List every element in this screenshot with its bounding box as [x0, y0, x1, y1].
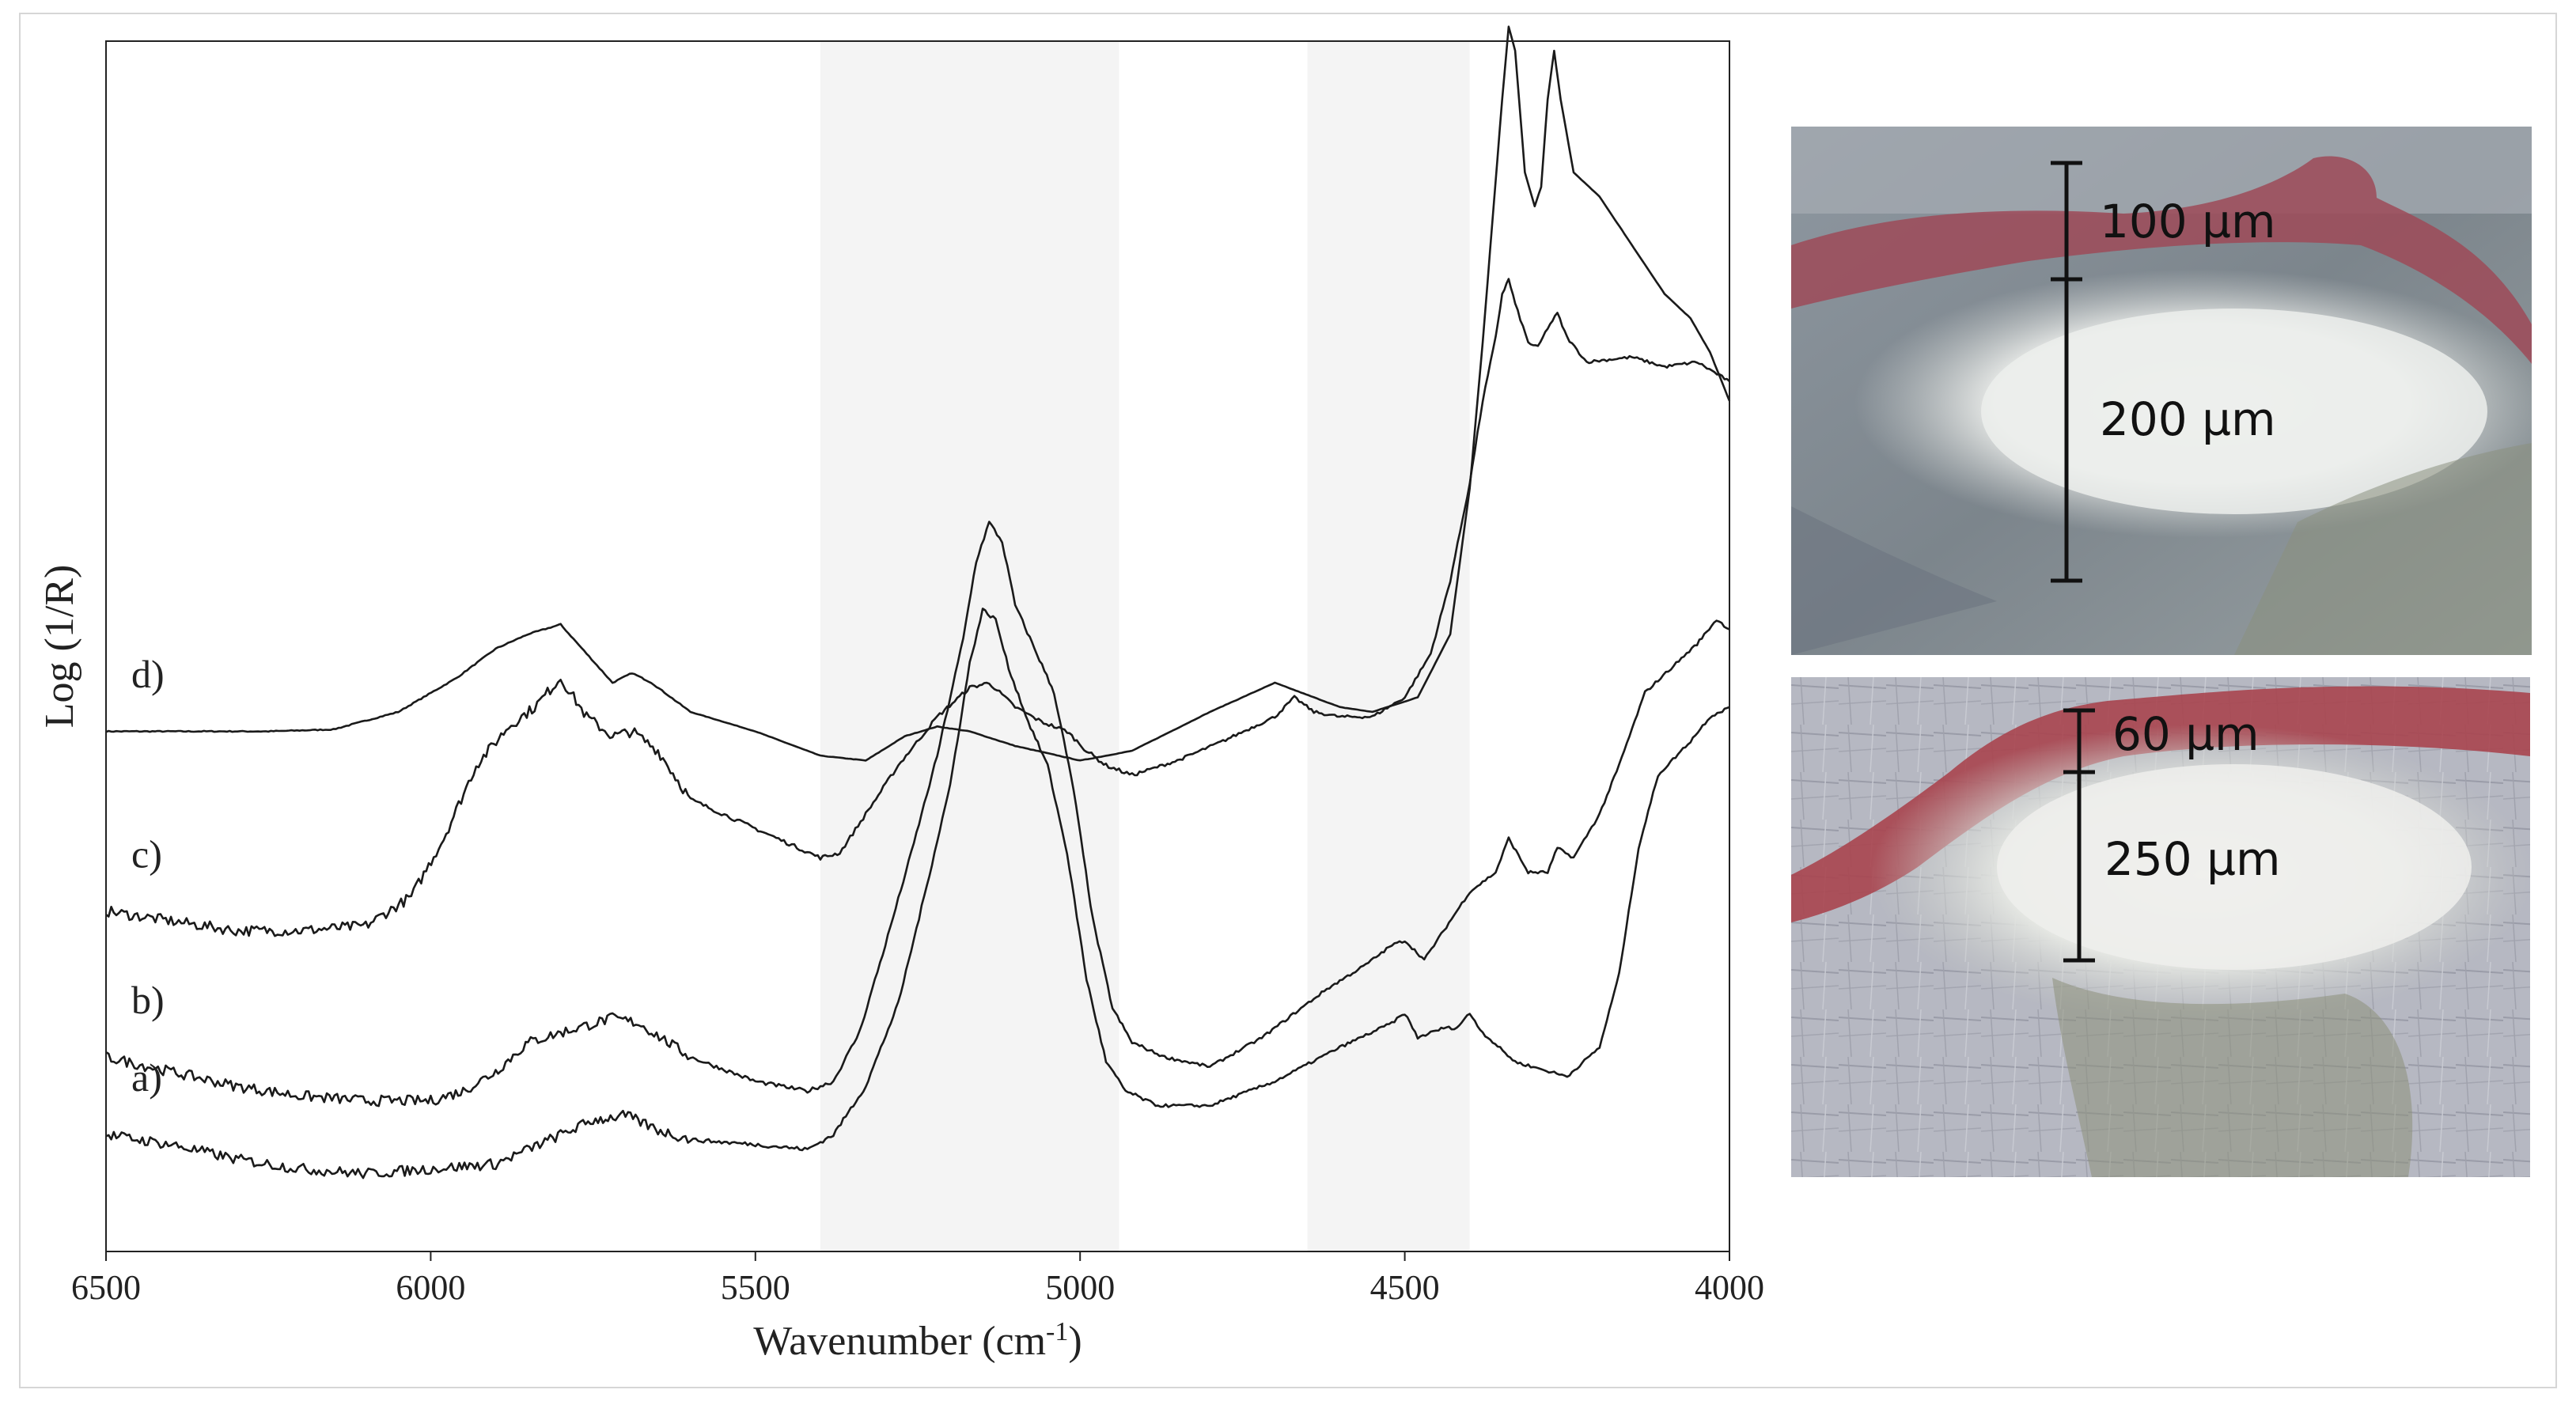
- x-tick-label: 5500: [721, 1268, 790, 1307]
- x-axis-title-close: ): [1068, 1319, 1082, 1364]
- x-tick-label: 6000: [396, 1268, 465, 1307]
- x-axis-title-main: Wavenumber (cm: [753, 1319, 1046, 1364]
- series-label-b: b): [131, 978, 165, 1022]
- shaded-region-2: [1307, 41, 1470, 1251]
- series-line-a: [105, 608, 1730, 1179]
- shaded-regions: [820, 41, 1470, 1251]
- micrograph-top-image: 100 µm 200 µm: [1791, 127, 2532, 655]
- x-tick-label: 5000: [1045, 1268, 1115, 1307]
- series-line-c: [105, 278, 1730, 937]
- scale-bar-top: [2051, 161, 2082, 583]
- x-axis-title-superscript: -1: [1046, 1317, 1068, 1346]
- series-label-a: a): [131, 1055, 162, 1100]
- x-tick-label: 4000: [1695, 1268, 1764, 1307]
- shaded-region-1: [820, 41, 1119, 1251]
- scale-bar-bottom: [2063, 708, 2095, 963]
- x-tick-label: 4500: [1370, 1268, 1440, 1307]
- x-tick-label: 6500: [71, 1268, 141, 1307]
- layer-thickness-bottom-lower: 250 µm: [2104, 832, 2281, 886]
- layer-thickness-top-upper: 100 µm: [2100, 195, 2276, 248]
- layer-thickness-top-lower: 200 µm: [2100, 392, 2276, 446]
- series-label-d: d): [131, 652, 165, 696]
- plot-area-border: [105, 40, 1730, 1252]
- y-axis-title: Log (1/R): [37, 565, 82, 729]
- figure-frame: [19, 13, 2557, 1388]
- layer-thickness-bottom-upper: 60 µm: [2112, 707, 2260, 761]
- micrograph-cross-section-top: 100 µm 200 µm: [1791, 127, 2532, 655]
- spectra-chart: d) c) b) a) 6500 6000 5500 5000 4500 4000 Log (1…: [37, 25, 1764, 1365]
- series-line-b: [105, 521, 1730, 1108]
- series-line-d: [105, 25, 1731, 762]
- x-axis-title: Wavenumber (cm-1): [753, 1317, 1082, 1365]
- micrograph-cross-section-bottom: 60 µm 250 µm: [1791, 677, 2530, 1177]
- series-label-c: c): [131, 832, 162, 877]
- micrograph-bottom-image: 60 µm 250 µm: [1791, 677, 2530, 1177]
- x-axis-ticks: 6500 6000 5500 5000 4500 4000: [71, 1251, 1764, 1307]
- series-layer: d) c) b) a): [105, 25, 1731, 1179]
